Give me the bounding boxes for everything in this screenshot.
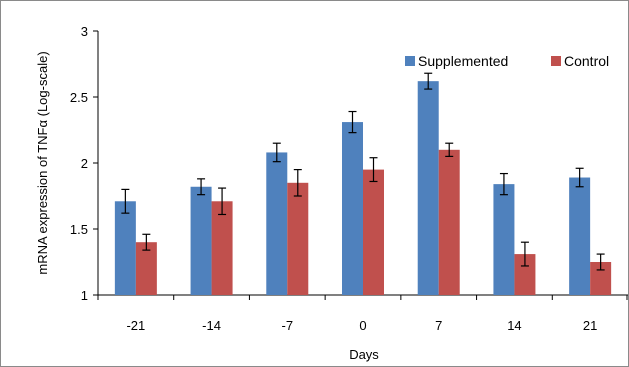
bar-control-14 bbox=[514, 254, 536, 295]
y-tick-label: 2 bbox=[81, 156, 88, 171]
legend-label-supplemented: Supplemented bbox=[418, 53, 508, 69]
x-tick-label: 0 bbox=[359, 318, 366, 333]
x-tick-label: -7 bbox=[282, 318, 294, 333]
bar-control-21 bbox=[590, 262, 612, 295]
error-bars bbox=[121, 72, 605, 271]
x-tick-label: 21 bbox=[583, 318, 597, 333]
bar-control-7 bbox=[438, 149, 460, 295]
bar-supplemented--7 bbox=[266, 152, 288, 295]
bar-supplemented-0 bbox=[342, 122, 363, 295]
legend: Supplemented Control bbox=[405, 53, 609, 69]
y-axis-title: mRNA expression of TNFα (Log-scale) bbox=[35, 51, 50, 274]
bar-control--14 bbox=[211, 201, 233, 295]
bar-control-0 bbox=[363, 169, 384, 295]
bar-supplemented--21 bbox=[114, 201, 136, 295]
x-tick-labels: -21 -14 -7 0 7 14 21 bbox=[97, 295, 628, 333]
legend-swatch-supplemented bbox=[405, 56, 415, 66]
y-tick-labels: 1 1.5 2 2.5 3 bbox=[70, 24, 98, 303]
legend-label-control: Control bbox=[564, 53, 609, 69]
bar-control--7 bbox=[287, 182, 309, 295]
y-tick-label: 2.5 bbox=[70, 90, 88, 105]
legend-swatch-control bbox=[551, 56, 561, 66]
bar-control--21 bbox=[135, 242, 157, 295]
bars bbox=[114, 81, 612, 295]
x-tick-label: 14 bbox=[507, 318, 521, 333]
x-tick-label: -14 bbox=[202, 318, 221, 333]
bar-supplemented-14 bbox=[493, 184, 515, 295]
x-axis-title: Days bbox=[349, 347, 379, 362]
bar-supplemented-21 bbox=[569, 177, 591, 295]
x-tick-label: 7 bbox=[435, 318, 442, 333]
y-tick-label: 1 bbox=[81, 288, 88, 303]
y-tick-label: 3 bbox=[81, 24, 88, 39]
bar-supplemented-7 bbox=[417, 81, 439, 295]
y-tick-label: 1.5 bbox=[70, 222, 88, 237]
bar-supplemented--14 bbox=[190, 186, 212, 295]
x-tick-label: -21 bbox=[126, 318, 145, 333]
